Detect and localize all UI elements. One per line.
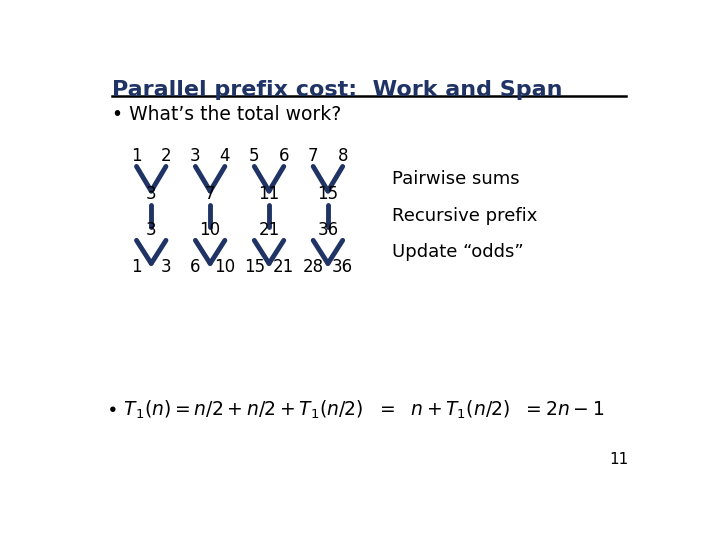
Text: 7: 7 [205,185,215,204]
Text: 3: 3 [190,147,201,165]
Text: 4: 4 [220,147,230,165]
Text: 10: 10 [199,221,221,239]
Text: 5: 5 [249,147,259,165]
Text: Update “odds”: Update “odds” [392,243,524,261]
Text: $\bullet\ T_1(n) = n/2 + n/2 + T_1(n/2)\ \ =\ \ n + T_1(n/2)\ \ = 2n - 1$: $\bullet\ T_1(n) = n/2 + n/2 + T_1(n/2)\… [106,398,603,421]
Text: 15: 15 [318,185,338,204]
Text: 1: 1 [131,147,142,165]
Text: 3: 3 [146,185,156,204]
Text: Parallel prefix cost:  Work and Span: Parallel prefix cost: Work and Span [112,80,562,100]
Text: 28: 28 [302,258,324,276]
Text: 6: 6 [279,147,289,165]
Text: Recursive prefix: Recursive prefix [392,207,538,225]
Text: 7: 7 [308,147,318,165]
Text: 21: 21 [273,258,294,276]
Text: 1: 1 [131,258,142,276]
Text: 2: 2 [161,147,171,165]
Text: 36: 36 [332,258,354,276]
Text: 21: 21 [258,221,279,239]
Text: Pairwise sums: Pairwise sums [392,170,520,188]
Text: 11: 11 [609,452,629,467]
Text: 3: 3 [146,221,156,239]
Text: 11: 11 [258,185,279,204]
Text: 3: 3 [161,258,171,276]
Text: • What’s the total work?: • What’s the total work? [112,105,341,124]
Text: 36: 36 [318,221,338,239]
Text: 6: 6 [190,258,201,276]
Text: 8: 8 [338,147,348,165]
Text: 15: 15 [244,258,265,276]
Text: 10: 10 [215,258,235,276]
